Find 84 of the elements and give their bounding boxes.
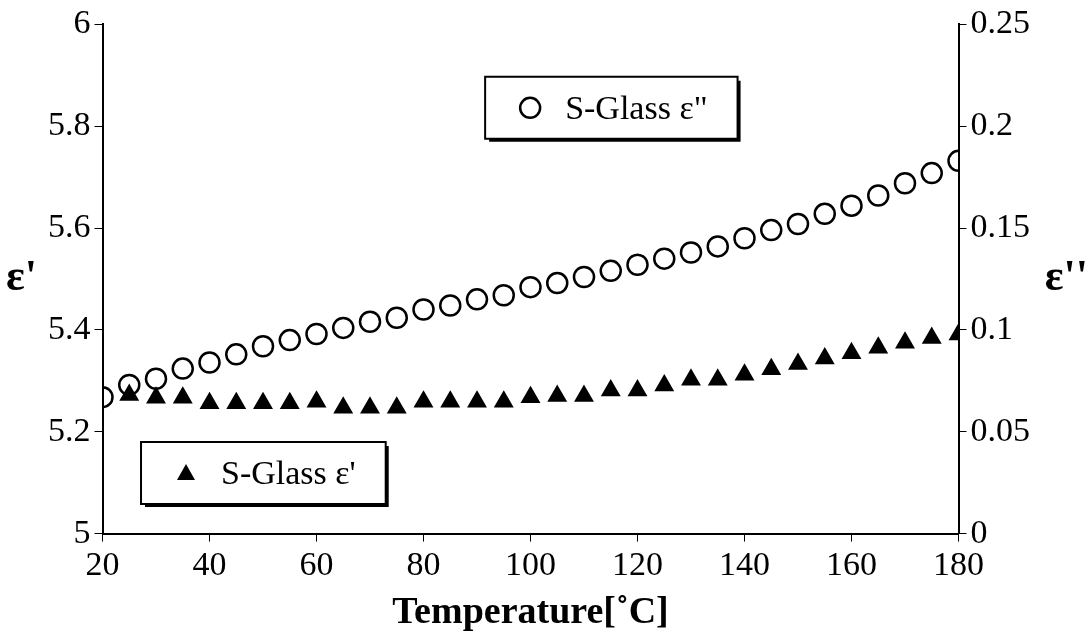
point: [840, 194, 863, 217]
point: [681, 369, 701, 386]
point: [679, 241, 703, 264]
point: [599, 259, 622, 283]
point: [626, 253, 649, 276]
y-tick-label: 6: [73, 3, 91, 41]
point: [893, 172, 917, 195]
point: [735, 364, 754, 381]
y2-tick-label: 0.1: [970, 308, 1013, 346]
legend-label: S-Glass ε": [565, 88, 708, 126]
x-tick-label: 60: [299, 544, 334, 582]
point: [200, 393, 219, 409]
point: [706, 235, 729, 258]
point: [251, 334, 275, 358]
point: [414, 391, 433, 408]
point: [922, 327, 941, 344]
y2-axis-title: ε'': [1044, 251, 1088, 301]
point: [733, 227, 756, 250]
point: [813, 202, 836, 226]
y-tick-label: 5.6: [48, 207, 91, 244]
point: [225, 343, 248, 366]
point: [412, 298, 435, 321]
y2-tick-label: 0.25: [970, 3, 1030, 41]
point: [548, 385, 567, 402]
point: [439, 294, 462, 317]
x-tick-label: 140: [719, 544, 770, 582]
point: [118, 373, 141, 397]
point: [519, 275, 542, 299]
point: [120, 384, 139, 401]
y-tick-label: 5.8: [48, 105, 91, 143]
point: [842, 343, 861, 360]
point: [869, 337, 888, 354]
point: [867, 184, 890, 207]
point: [788, 353, 808, 370]
point: [708, 369, 727, 386]
point: [305, 322, 328, 346]
point: [173, 387, 192, 404]
y-tick-label: 5.4: [48, 308, 91, 346]
point: [441, 391, 460, 408]
point: [760, 218, 783, 242]
point: [465, 288, 489, 311]
y2-tick-label: 0.2: [970, 105, 1013, 143]
legend-label: S-Glass ε': [221, 453, 356, 491]
point: [815, 348, 834, 365]
point: [387, 397, 406, 414]
y-axis-title: ε': [6, 251, 38, 301]
point: [227, 393, 246, 409]
x-tick-label: 80: [406, 544, 441, 582]
y2-tick-label: 0.05: [970, 410, 1030, 448]
point: [358, 310, 382, 334]
point: [171, 357, 194, 380]
point: [653, 247, 676, 270]
point: [307, 391, 326, 408]
point: [572, 265, 596, 289]
point: [521, 386, 540, 403]
point: [920, 161, 943, 185]
point: [574, 385, 594, 402]
point: [385, 306, 408, 329]
x-tick-label: 100: [505, 544, 556, 582]
point: [601, 380, 620, 397]
point: [494, 391, 513, 408]
x-axis-title: Temperature[˚C]: [392, 589, 669, 632]
point: [253, 393, 273, 409]
point: [655, 375, 674, 392]
point: [278, 328, 301, 352]
y-tick-label: 5.2: [48, 410, 91, 448]
point: [144, 367, 168, 391]
point: [332, 316, 355, 340]
x-tick-label: 160: [826, 544, 877, 582]
x-tick-label: 40: [192, 544, 227, 582]
point: [146, 387, 166, 404]
point: [786, 212, 810, 236]
y2-tick-label: 0.15: [970, 207, 1030, 244]
point: [492, 284, 515, 307]
x-tick-label: 120: [612, 544, 663, 582]
point: [360, 397, 380, 414]
point: [467, 391, 487, 408]
point: [334, 397, 353, 414]
point: [628, 380, 647, 397]
point: [762, 358, 781, 375]
point: [546, 271, 569, 295]
point: [280, 393, 299, 409]
point: [895, 332, 915, 349]
point: [198, 351, 221, 374]
